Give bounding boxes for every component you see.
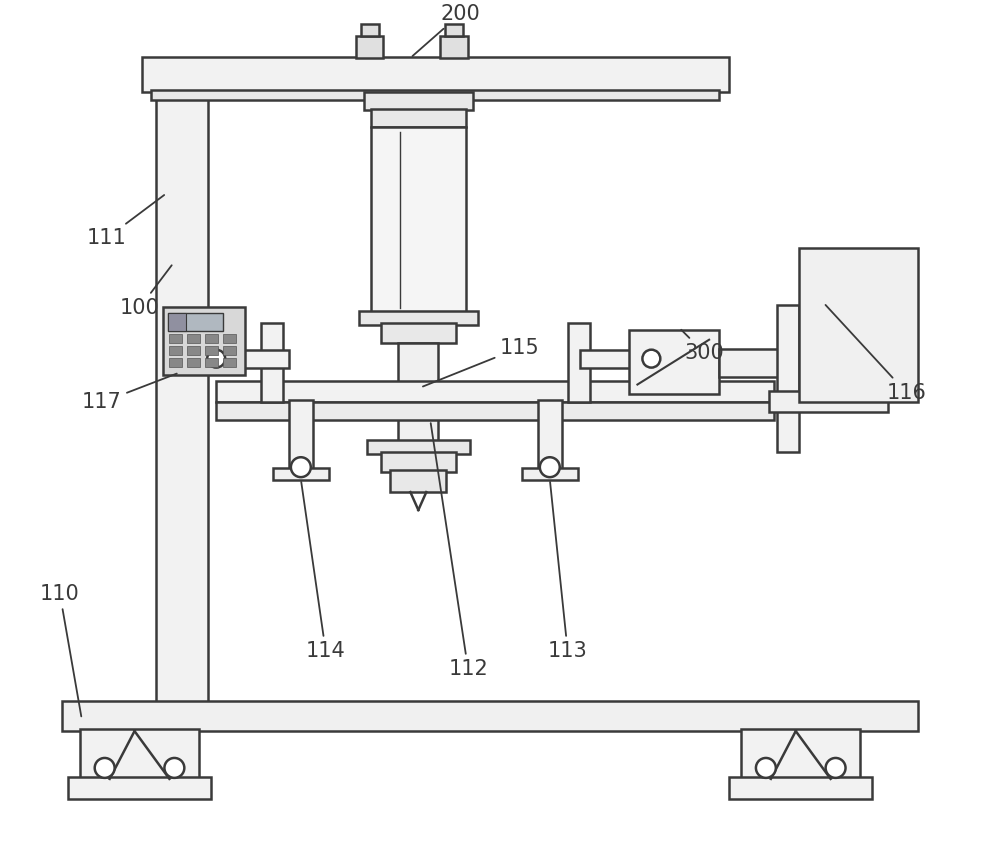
Text: 200: 200	[412, 4, 480, 56]
Bar	[364, 92, 473, 109]
Bar	[799, 248, 918, 402]
Bar	[219, 349, 289, 368]
Bar	[522, 468, 578, 480]
Bar	[205, 333, 218, 343]
Text: 100: 100	[120, 265, 172, 318]
Bar	[223, 346, 236, 354]
Bar	[151, 90, 719, 99]
Bar	[289, 401, 313, 472]
Bar	[568, 322, 590, 402]
Circle shape	[207, 349, 225, 368]
Bar	[445, 24, 463, 36]
Text: 111: 111	[87, 195, 164, 248]
Text: 113: 113	[548, 482, 588, 662]
Circle shape	[756, 758, 776, 778]
Bar	[390, 470, 446, 492]
Bar	[216, 402, 774, 420]
Bar	[187, 333, 200, 343]
Circle shape	[95, 758, 115, 778]
Bar	[381, 452, 456, 472]
Bar	[187, 358, 200, 366]
Bar	[440, 36, 468, 58]
Bar	[156, 62, 208, 708]
Bar	[168, 313, 186, 331]
Bar	[203, 344, 223, 373]
Bar	[168, 313, 223, 331]
Bar	[769, 391, 888, 413]
Bar	[629, 330, 719, 395]
Bar	[356, 36, 383, 58]
Bar	[777, 305, 799, 452]
Circle shape	[826, 758, 846, 778]
Bar	[367, 440, 470, 454]
Bar	[223, 333, 236, 343]
Bar	[637, 344, 657, 373]
Text: 110: 110	[40, 584, 81, 717]
Bar	[741, 729, 860, 779]
Circle shape	[164, 758, 184, 778]
Bar	[163, 306, 245, 375]
Bar	[223, 358, 236, 366]
Bar	[80, 729, 199, 779]
Circle shape	[540, 457, 560, 477]
Text: 300: 300	[681, 330, 724, 363]
Bar	[729, 777, 872, 799]
Text: 112: 112	[431, 424, 488, 679]
Bar	[205, 346, 218, 354]
Bar	[273, 468, 329, 480]
Bar	[205, 358, 218, 366]
Text: 115: 115	[423, 338, 540, 386]
Bar	[169, 346, 182, 354]
Bar	[538, 401, 562, 472]
Bar	[371, 126, 466, 313]
Bar	[142, 57, 729, 92]
Bar	[371, 109, 466, 126]
Bar	[719, 349, 794, 376]
Circle shape	[291, 457, 311, 477]
Text: 116: 116	[826, 305, 926, 402]
Bar	[62, 701, 918, 731]
Bar	[580, 349, 649, 368]
Bar	[68, 777, 211, 799]
Circle shape	[642, 349, 660, 368]
Bar	[398, 343, 438, 442]
Bar	[361, 24, 379, 36]
Bar	[381, 322, 456, 343]
Bar	[359, 311, 478, 325]
Text: 114: 114	[301, 482, 346, 662]
Bar	[216, 381, 774, 402]
Bar	[187, 346, 200, 354]
Text: 117: 117	[82, 374, 177, 413]
Bar	[169, 358, 182, 366]
Bar	[169, 333, 182, 343]
Bar	[261, 322, 283, 402]
